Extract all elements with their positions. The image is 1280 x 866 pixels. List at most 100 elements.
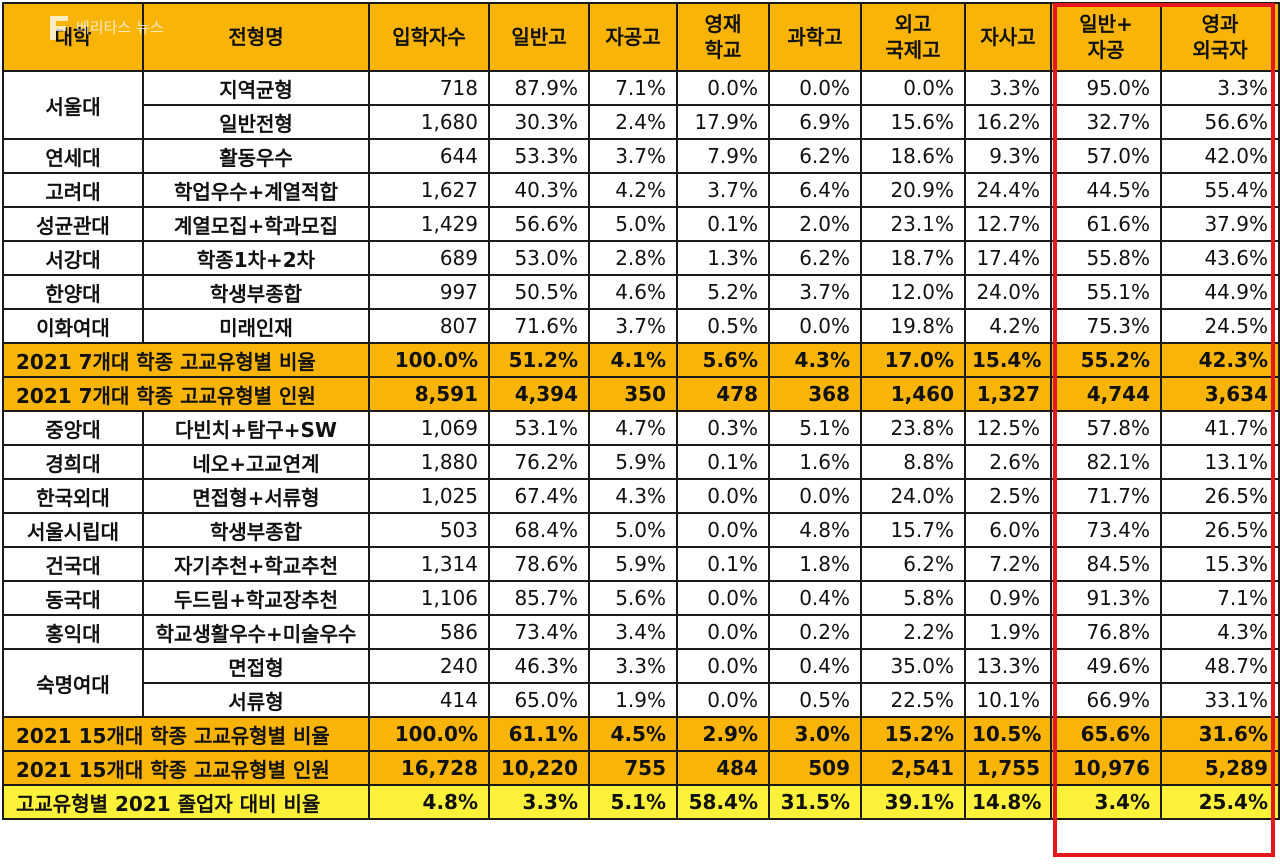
table-row: 일반전형 1,680 30.3% 2.4% 17.9% 6.9% 15.6% 16.2% 32.…	[3, 104, 1280, 140]
value-cell: 37.9%	[1160, 206, 1280, 242]
table-row: 한국외대 면접형+서류형 1,025 67.4% 4.3% 0.0% 0.0% 24.0% 2.…	[2, 478, 1280, 514]
value-cell: 57.0%	[1050, 138, 1162, 174]
value-cell: 24.0%	[964, 274, 1052, 310]
header-cell: 영과 외국자	[1160, 2, 1280, 72]
value-cell: 0.0%	[676, 580, 770, 616]
value-cell: 17.9%	[676, 104, 770, 140]
header-cell: 자공고	[588, 2, 678, 72]
value-cell: 0.1%	[676, 546, 770, 582]
value-cell: 15.3%	[1160, 546, 1280, 582]
summary-value: 14.8%	[964, 784, 1052, 820]
table-row: 경희대 네오+고교연계 1,880 76.2% 5.9% 0.1% 1.6% 8.8% 2.6%…	[2, 444, 1280, 480]
summary-value: 15.4%	[964, 342, 1052, 378]
track-cell: 미래인재	[142, 308, 370, 344]
summary-value: 65.6%	[1050, 716, 1162, 752]
table-row: 중앙대 다빈치+탐구+SW 1,069 53.1% 4.7% 0.3% 5.1% 23.8% 1…	[2, 410, 1280, 446]
value-cell: 0.5%	[676, 308, 770, 344]
value-cell: 5.6%	[588, 580, 678, 616]
table-row: 동국대 두드림+학교장추천 1,106 85.7% 5.6% 0.0% 0.4% 5.8% 0.…	[2, 580, 1280, 616]
university-cell: 성균관대	[2, 206, 144, 242]
summary-value: 3.3%	[488, 784, 590, 820]
track-cell: 다빈치+탐구+SW	[142, 410, 370, 446]
summary-value: 25.4%	[1160, 784, 1280, 820]
summary-value: 58.4%	[676, 784, 770, 820]
value-cell: 56.6%	[1160, 104, 1280, 140]
value-cell: 414	[368, 682, 490, 718]
value-cell: 12.0%	[860, 274, 966, 310]
value-cell: 43.6%	[1160, 240, 1280, 276]
value-cell: 0.4%	[768, 648, 862, 684]
value-cell: 82.1%	[1050, 444, 1162, 480]
university-cell: 건국대	[2, 546, 144, 582]
summary-value: 17.0%	[860, 342, 966, 378]
university-cell: 경희대	[2, 444, 144, 480]
value-cell: 0.0%	[676, 614, 770, 650]
summary-value: 2,541	[860, 750, 966, 786]
value-cell: 0.0%	[768, 70, 862, 106]
track-cell: 활동우수	[142, 138, 370, 174]
value-cell: 4.6%	[588, 274, 678, 310]
summary-value: 368	[768, 376, 862, 412]
value-cell: 6.2%	[768, 240, 862, 276]
header-cell: 영재 학교	[676, 2, 770, 72]
value-cell: 95.0%	[1050, 70, 1162, 106]
track-cell: 면접형+서류형	[142, 478, 370, 514]
value-cell: 240	[368, 648, 490, 684]
value-cell: 3.3%	[588, 648, 678, 684]
header-cell: 외고 국제고	[860, 2, 966, 72]
table-row: 한양대 학생부종합 997 50.5% 4.6% 5.2% 3.7% 12.0% 24.0% 55…	[2, 274, 1280, 310]
summary-value: 2.9%	[676, 716, 770, 752]
value-cell: 48.7%	[1160, 648, 1280, 684]
summary-label: 2021 7개대 학종 고교유형별 비율	[2, 342, 370, 378]
value-cell: 5.8%	[860, 580, 966, 616]
value-cell: 13.3%	[964, 648, 1052, 684]
table-row: 서울대 지역균형 718 87.9% 7.1% 0.0% 0.0% 0.0% 3.3% 95.0%…	[2, 70, 1280, 140]
track-cell: 학교생활우수+미술우수	[142, 614, 370, 650]
university-cell: 고려대	[2, 172, 144, 208]
summary-value: 10,220	[488, 750, 590, 786]
value-cell: 73.4%	[488, 614, 590, 650]
value-cell: 1,314	[368, 546, 490, 582]
table-row: 연세대 활동우수 644 53.3% 3.7% 7.9% 6.2% 18.6% 9.3% 57.0…	[2, 138, 1280, 174]
value-cell: 35.0%	[860, 648, 966, 684]
summary-value: 5.1%	[588, 784, 678, 820]
track-cell: 학종1차+2차	[142, 240, 370, 276]
value-cell: 55.8%	[1050, 240, 1162, 276]
value-cell: 997	[368, 274, 490, 310]
value-cell: 71.6%	[488, 308, 590, 344]
value-cell: 1,627	[368, 172, 490, 208]
value-cell: 0.0%	[676, 512, 770, 548]
value-cell: 61.6%	[1050, 206, 1162, 242]
value-cell: 7.1%	[588, 70, 678, 106]
value-cell: 87.9%	[488, 70, 590, 106]
value-cell: 22.5%	[860, 682, 966, 718]
value-cell: 33.1%	[1160, 682, 1280, 718]
value-cell: 3.7%	[588, 138, 678, 174]
summary-value: 15.2%	[860, 716, 966, 752]
value-cell: 3.3%	[1160, 70, 1280, 106]
value-cell: 26.5%	[1160, 512, 1280, 548]
summary-value: 5.6%	[676, 342, 770, 378]
header-cell: 전형명	[142, 2, 370, 72]
value-cell: 40.3%	[488, 172, 590, 208]
university-cell: 이화여대	[2, 308, 144, 344]
summary-value: 509	[768, 750, 862, 786]
summary-value: 16,728	[368, 750, 490, 786]
value-cell: 67.4%	[488, 478, 590, 514]
value-cell: 65.0%	[488, 682, 590, 718]
value-cell: 85.7%	[488, 580, 590, 616]
track-cell: 서류형	[142, 682, 370, 718]
summary-label: 고교유형별 2021 졸업자 대비 비율	[2, 784, 370, 820]
value-cell: 6.0%	[964, 512, 1052, 548]
summary-value: 100.0%	[368, 716, 490, 752]
track-cell: 지역균형	[142, 70, 370, 106]
summary-value: 61.1%	[488, 716, 590, 752]
summary-value: 4,744	[1050, 376, 1162, 412]
value-cell: 41.7%	[1160, 410, 1280, 446]
value-cell: 7.1%	[1160, 580, 1280, 616]
graduate-ratio-row: 고교유형별 2021 졸업자 대비 비율 4.8% 3.3% 5.1% 58.4% 31.…	[2, 784, 1280, 820]
value-cell: 3.4%	[588, 614, 678, 650]
value-cell: 644	[368, 138, 490, 174]
value-cell: 53.3%	[488, 138, 590, 174]
summary-value: 4.3%	[768, 342, 862, 378]
